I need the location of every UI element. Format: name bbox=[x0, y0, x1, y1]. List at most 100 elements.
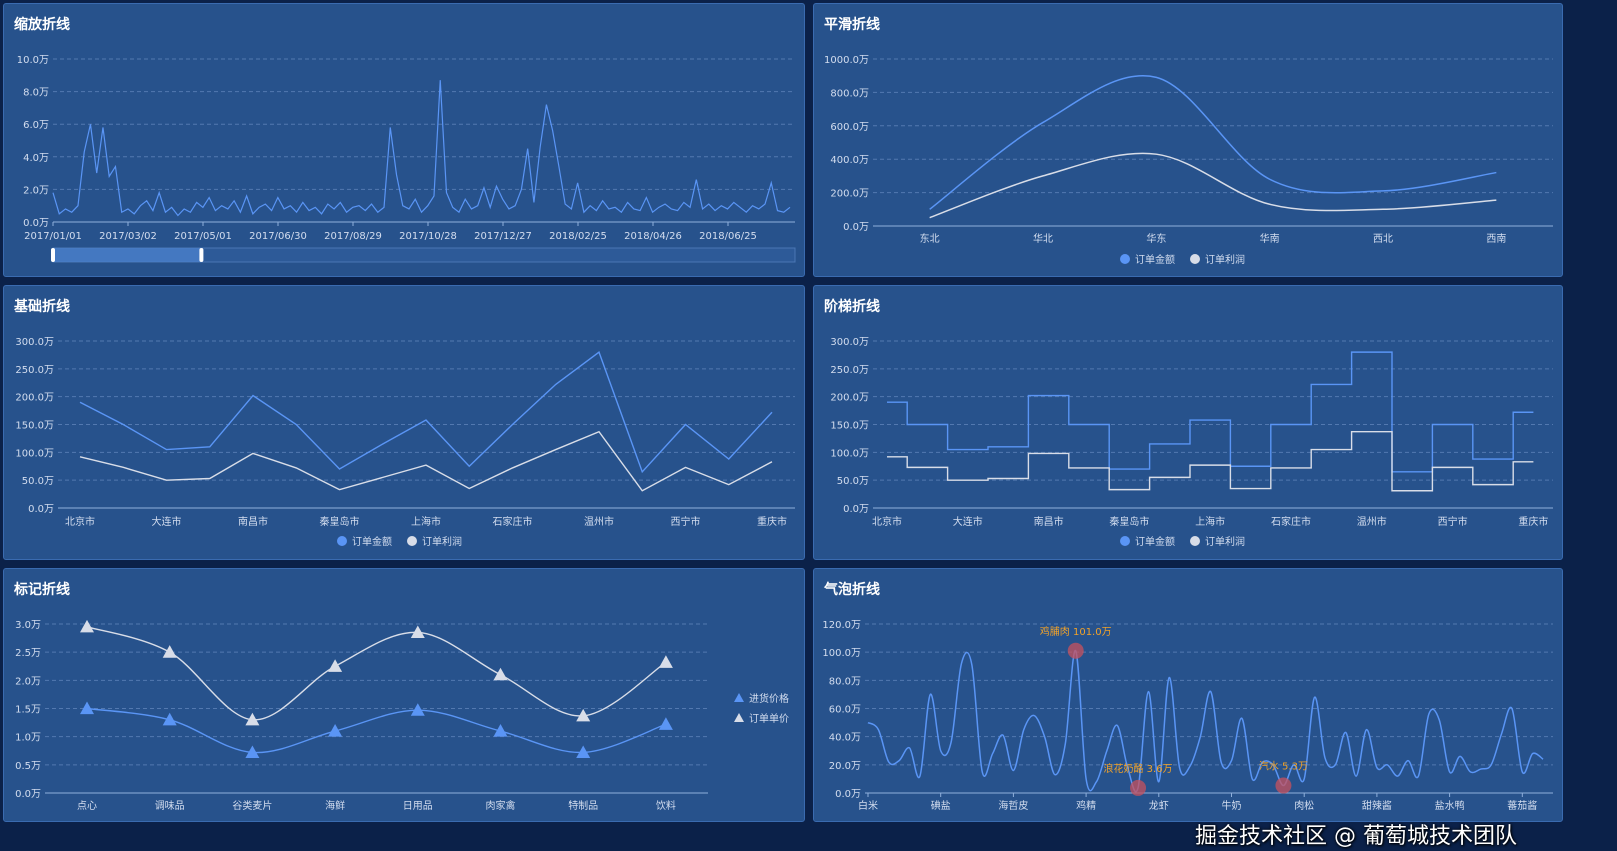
x-tick-label: 重庆市 bbox=[757, 515, 787, 528]
x-tick-label: 2017/06/30 bbox=[249, 231, 307, 242]
y-tick-label: 0.0万 bbox=[23, 218, 49, 229]
legend-circle-icon bbox=[407, 536, 417, 546]
y-tick-label: 0.0万 bbox=[843, 222, 869, 233]
y-tick-label: 2.5万 bbox=[15, 648, 41, 659]
panel-smooth-line: 平滑折线 bbox=[813, 3, 1563, 277]
legend-label: 订单利润 bbox=[1205, 535, 1245, 548]
triangle-marker bbox=[80, 701, 94, 715]
triangle-marker bbox=[658, 655, 673, 668]
x-tick-label: 2017/08/29 bbox=[324, 231, 382, 242]
triangle-marker bbox=[162, 645, 177, 658]
slider-handle[interactable] bbox=[199, 248, 204, 262]
x-tick-label: 2017/01/01 bbox=[24, 231, 82, 242]
panel-zoom-line: 缩放折线 bbox=[3, 3, 805, 277]
x-tick-label: 东北 bbox=[920, 232, 940, 245]
x-tick-label: 海鲜 bbox=[325, 799, 345, 812]
y-tick-label: 3.0万 bbox=[15, 620, 41, 631]
legend-item[interactable]: 订单金额 bbox=[1120, 253, 1175, 266]
legend-item[interactable]: 订单利润 bbox=[1190, 253, 1245, 266]
legend-label: 订单金额 bbox=[352, 535, 392, 548]
data-zoom-slider[interactable] bbox=[51, 247, 796, 263]
legend-item[interactable]: 订单金额 bbox=[1120, 535, 1175, 548]
legend-circle-icon bbox=[1120, 254, 1130, 264]
triangle-marker bbox=[493, 724, 508, 737]
y-tick-label: 0.5万 bbox=[15, 761, 41, 772]
x-tick-label: 上海市 bbox=[1195, 515, 1225, 528]
y-tick-label: 200.0万 bbox=[15, 393, 54, 404]
x-tick-label: 温州市 bbox=[1357, 515, 1387, 528]
mark-point-bubble[interactable] bbox=[1130, 779, 1147, 796]
legend-item[interactable]: 订单利润 bbox=[1190, 535, 1245, 548]
series-line bbox=[86, 626, 667, 721]
x-tick-label: 2017/03/02 bbox=[99, 231, 157, 242]
y-tick-label: 40.0万 bbox=[829, 733, 861, 744]
triangle-marker bbox=[410, 703, 425, 716]
y-tick-label: 6.0万 bbox=[23, 120, 49, 131]
series-line bbox=[887, 431, 1534, 492]
x-tick-label: 西南 bbox=[1486, 232, 1506, 245]
y-tick-label: 8.0万 bbox=[23, 88, 49, 99]
y-tick-label: 20.0万 bbox=[829, 761, 861, 772]
x-tick-label: 华北 bbox=[1033, 232, 1053, 245]
legend-item[interactable]: 订单金额 bbox=[337, 535, 392, 548]
y-tick-label: 4.0万 bbox=[23, 153, 49, 164]
x-tick-label: 重庆市 bbox=[1518, 515, 1548, 528]
x-tick-label: 南昌市 bbox=[1034, 515, 1064, 528]
x-tick-label: 蕃茄酱 bbox=[1507, 799, 1537, 812]
x-tick-label: 调味品 bbox=[155, 800, 185, 812]
triangle-marker bbox=[328, 724, 343, 737]
slider-handle[interactable] bbox=[51, 248, 55, 262]
y-tick-label: 150.0万 bbox=[830, 421, 869, 432]
chart-axes: 0.0万 200.0万 400.0万 600.0万 800.0万 1000.0万 bbox=[824, 55, 1553, 233]
x-tick-label: 大连市 bbox=[152, 515, 182, 528]
y-tick-label: 200.0万 bbox=[830, 189, 869, 200]
x-tick-label: 石家庄市 bbox=[493, 515, 533, 528]
series-line bbox=[52, 80, 791, 217]
x-tick-label: 2018/06/25 bbox=[699, 231, 757, 242]
x-tick-label: 2017/05/01 bbox=[174, 231, 232, 242]
x-tick-label: 华南 bbox=[1260, 232, 1280, 245]
legend-item[interactable]: 进货价格 bbox=[734, 692, 789, 705]
triangle-marker bbox=[493, 667, 508, 681]
legend-label: 订单金额 bbox=[1135, 535, 1175, 548]
x-tick-label: 白米 bbox=[858, 799, 878, 812]
chart-axes: 0.0万 50.0万 100.0万 150.0万 200.0万 250.0万 300.0万 bbox=[830, 337, 1553, 515]
mark-point-bubble[interactable] bbox=[1275, 777, 1292, 794]
panel-title: 标记折线 bbox=[14, 582, 70, 598]
triangle-marker bbox=[80, 619, 94, 633]
series-line bbox=[86, 707, 667, 754]
x-tick-label: 秦皇岛市 bbox=[320, 515, 360, 528]
x-tick-label: 大连市 bbox=[953, 515, 983, 528]
y-tick-label: 60.0万 bbox=[829, 705, 861, 716]
x-tick-label: 肉松 bbox=[1294, 799, 1314, 812]
triangle-marker bbox=[410, 625, 425, 639]
chart-axes: 0.0万 50.0万 100.0万 150.0万 200.0万 250.0万 300.0万 bbox=[15, 337, 795, 515]
legend-label: 进货价格 bbox=[749, 692, 789, 705]
y-tick-label: 800.0万 bbox=[830, 88, 869, 99]
y-tick-label: 0.0万 bbox=[15, 789, 41, 800]
y-tick-label: 80.0万 bbox=[829, 676, 861, 687]
y-tick-label: 10.0万 bbox=[17, 55, 49, 66]
mark-point-bubble[interactable] bbox=[1067, 642, 1084, 659]
x-tick-label: 饮料 bbox=[656, 799, 676, 812]
legend-circle-icon bbox=[1190, 536, 1200, 546]
legend-circle-icon bbox=[1120, 536, 1130, 546]
y-tick-label: 250.0万 bbox=[15, 365, 54, 376]
watermark: 掘金技术社区 @ 葡萄城技术团队 bbox=[1195, 824, 1517, 849]
panel-title: 缩放折线 bbox=[14, 17, 70, 33]
y-tick-label: 400.0万 bbox=[830, 155, 869, 166]
legend-item[interactable]: 订单利润 bbox=[407, 535, 462, 548]
chart-axes: 0.0万 20.0万 40.0万 60.0万 80.0万 100.0万 120.0万 bbox=[822, 620, 1553, 800]
panel-basic-line: 基础折线 bbox=[3, 285, 805, 560]
legend-item[interactable]: 订单单价 bbox=[734, 713, 789, 725]
legend-label: 订单利润 bbox=[1205, 253, 1245, 266]
y-tick-label: 0.0万 bbox=[28, 504, 54, 515]
triangle-marker bbox=[245, 745, 260, 759]
slider-selected-range[interactable] bbox=[53, 248, 202, 262]
chart-axes: 0.0万 0.5万 1.0万 1.5万 2.0万 2.5万 3.0万 bbox=[15, 620, 708, 800]
legend-circle-icon bbox=[1190, 254, 1200, 264]
x-tick-label: 甜辣酱 bbox=[1362, 799, 1392, 812]
chart-axes: 0.0万 2.0万 4.0万 6.0万 8.0万 10.0万 bbox=[17, 55, 795, 229]
legend-triangle-icon bbox=[734, 693, 744, 702]
